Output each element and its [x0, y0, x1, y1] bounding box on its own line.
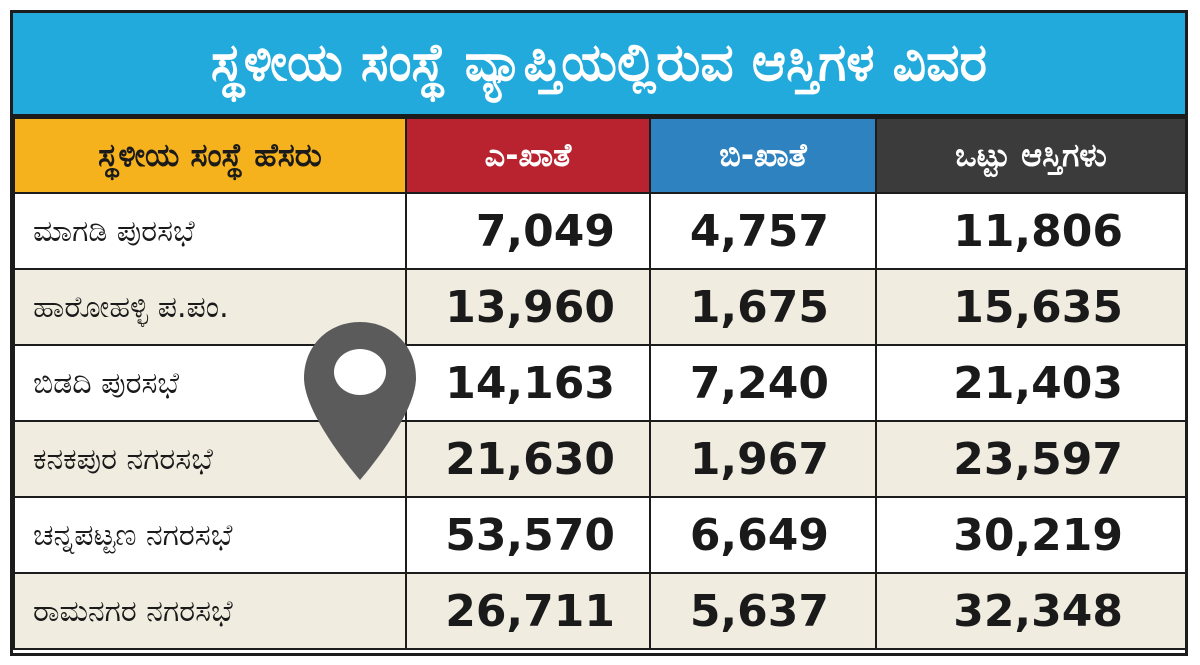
b-khata-count: 7,240: [649, 344, 877, 422]
table-row: ಮಾಗಡಿ ಪುರಸಭೆ 7,049 4,757 11,806: [13, 192, 1187, 270]
local-body-name: ಮಾಗಡಿ ಪುರಸಭೆ: [13, 192, 407, 270]
table-row: ಕನಕಪುರ ನಗರಸಭೆ 21,630 1,967 23,597: [13, 420, 1187, 498]
local-body-name: ಹಾರೋಹಳ್ಳಿ ಪ.ಪಂ.: [13, 268, 407, 346]
b-khata-count: 6,649: [649, 496, 877, 574]
total-count: 32,348: [875, 572, 1187, 650]
a-khata-count: 53,570: [405, 496, 651, 574]
total-count: 23,597: [875, 420, 1187, 498]
header-a-khata: ಎ-ಖಾತೆ: [405, 117, 651, 194]
a-khata-count: 7,049: [405, 192, 651, 270]
b-khata-count: 1,967: [649, 420, 877, 498]
header-total-properties: ಒಟ್ಟು ಆಸ್ತಿಗಳು: [875, 117, 1187, 194]
infographic-title: ಸ್ಥಳೀಯ ಸಂಸ್ಥೆ ವ್ಯಾಪ್ತಿಯಲ್ಲಿರುವ ಆಸ್ತಿಗಳ ವ…: [13, 13, 1185, 117]
local-body-name: ರಾಮನಗರ ನಗರಸಭೆ: [13, 572, 407, 650]
location-pin-icon: [304, 322, 416, 480]
header-row: ಸ್ಥಳೀಯ ಸಂಸ್ಥೆ ಹೆಸರು ಎ-ಖಾತೆ ಬಿ-ಖಾತೆ ಒಟ್ಟು…: [13, 117, 1187, 194]
b-khata-count: 1,675: [649, 268, 877, 346]
a-khata-count: 26,711: [405, 572, 651, 650]
total-count: 21,403: [875, 344, 1187, 422]
local-body-name: ಚನ್ನಪಟ್ಟಣ ನಗರಸಭೆ: [13, 496, 407, 574]
table-row: ಹಾರೋಹಳ್ಳಿ ಪ.ಪಂ. 13,960 1,675 15,635: [13, 268, 1187, 346]
b-khata-count: 4,757: [649, 192, 877, 270]
header-b-khata: ಬಿ-ಖಾತೆ: [649, 117, 877, 194]
header-local-body-name: ಸ್ಥಳೀಯ ಸಂಸ್ಥೆ ಹೆಸರು: [13, 117, 407, 194]
total-count: 15,635: [875, 268, 1187, 346]
a-khata-count: 14,163: [405, 344, 651, 422]
total-count: 30,219: [875, 496, 1187, 574]
table-row: ಬಿಡದಿ ಪುರಸಭೆ 14,163 7,240 21,403: [13, 344, 1187, 422]
a-khata-count: 21,630: [405, 420, 651, 498]
a-khata-count: 13,960: [405, 268, 651, 346]
total-count: 11,806: [875, 192, 1187, 270]
b-khata-count: 5,637: [649, 572, 877, 650]
table-row: ರಾಮನಗರ ನಗರಸಭೆ 26,711 5,637 32,348: [13, 572, 1187, 650]
property-details-infographic: ಸ್ಥಳೀಯ ಸಂಸ್ಥೆ ವ್ಯಾಪ್ತಿಯಲ್ಲಿರುವ ಆಸ್ತಿಗಳ ವ…: [10, 10, 1188, 656]
table-row: ಚನ್ನಪಟ್ಟಣ ನಗರಸಭೆ 53,570 6,649 30,219: [13, 496, 1187, 574]
property-table: ಸ್ಥಳೀಯ ಸಂಸ್ಥೆ ಹೆಸರು ಎ-ಖಾತೆ ಬಿ-ಖಾತೆ ಒಟ್ಟು…: [13, 117, 1187, 650]
